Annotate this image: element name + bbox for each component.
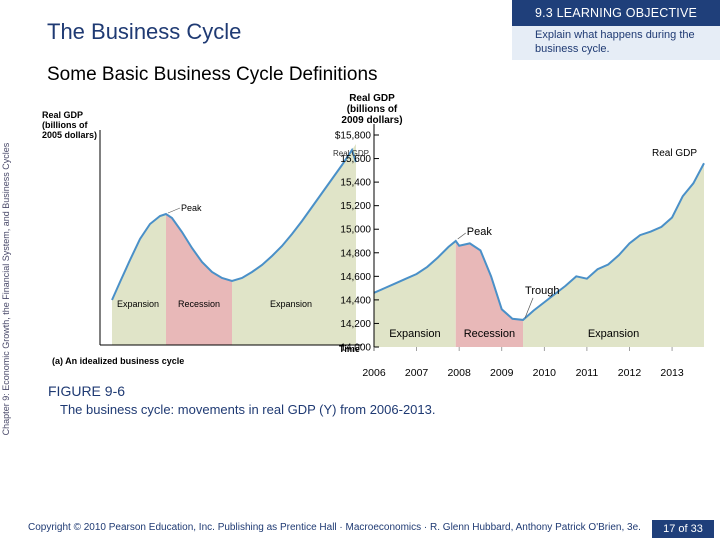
phase-expansion-2: [232, 144, 356, 345]
idealized-peak-label: Peak: [181, 203, 202, 213]
actual-peak-label: Peak: [467, 226, 493, 238]
figure-caption: The business cycle: movements in real GD…: [60, 402, 436, 417]
actual-phase-label: Expansion: [588, 328, 639, 340]
actual-phase-label: Recession: [464, 328, 515, 340]
idealized-xlabel: Time: [339, 344, 360, 354]
x-tick-label: 2010: [533, 367, 557, 379]
x-tick-label: 2007: [405, 367, 429, 379]
phase-expansion-1: [112, 214, 166, 345]
learning-objective-header: 9.3 LEARNING OBJECTIVE: [512, 0, 720, 26]
actual-phase-1: [374, 241, 456, 347]
y-tick-label: 15,200: [340, 201, 371, 212]
y-tick-label: 14,600: [340, 272, 371, 283]
actual-trough-label: Trough: [525, 285, 559, 297]
page-number: 17 of 33: [652, 520, 714, 538]
x-tick-label: 2009: [490, 367, 514, 379]
idealized-gdp-line: [111, 147, 357, 301]
phase-recession: [166, 214, 232, 345]
idealized-phase-3: Expansion: [270, 299, 312, 309]
y-tick-label: $15,800: [335, 131, 372, 142]
learning-objective-text: Explain what happens during the business…: [535, 29, 695, 55]
copyright-footer: Copyright © 2010 Pearson Education, Inc.…: [28, 522, 641, 533]
page-title: The Business Cycle: [47, 19, 242, 44]
idealized-ylabel: Real GDP (billions of 2005 dollars): [42, 110, 97, 140]
actual-phase-3: [523, 163, 704, 347]
x-tick-label: 2012: [618, 367, 642, 379]
actual-line-label: Real GDP: [652, 148, 697, 159]
idealized-phase-2: Recession: [178, 299, 220, 309]
idealized-chart: Real GDP (billions of 2005 dollars) Real G…: [42, 110, 369, 366]
idealized-title: (a) An idealized business cycle: [52, 356, 184, 366]
actual-gdp-chart: $15,800 15,600 15,400 15,200 15,000 14,800 14,…: [335, 93, 705, 379]
actual-gdp-line: [373, 162, 705, 321]
actual-phase-label: Expansion: [389, 328, 440, 340]
idealized-phase-1: Expansion: [117, 299, 159, 309]
y-tick-label: 15,600: [340, 154, 371, 165]
y-tick-label: 15,400: [340, 178, 371, 189]
idealized-line-label: Real GDP: [333, 149, 369, 158]
x-tick-label: 2006: [362, 367, 386, 379]
y-tick-label: 15,000: [340, 225, 371, 236]
x-tick-label: 2011: [576, 367, 599, 379]
x-tick-label: 2008: [447, 367, 471, 379]
y-tick-label: 14,800: [340, 248, 371, 259]
y-tick-label: 14,200: [340, 319, 371, 330]
figure-label: FIGURE 9-6: [48, 383, 126, 399]
actual-ylabel: Real GDP (billions of 2009 dollars): [341, 93, 402, 126]
slide-subtitle: Some Basic Business Cycle Definitions: [47, 64, 378, 85]
y-tick-label: 14,400: [340, 295, 371, 306]
actual-phase-2: [455, 241, 524, 347]
x-tick-label: 2013: [660, 367, 684, 379]
y-tick-label: 14,000: [340, 343, 371, 354]
